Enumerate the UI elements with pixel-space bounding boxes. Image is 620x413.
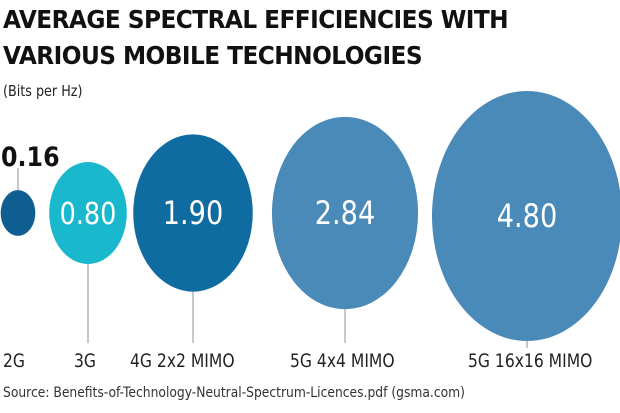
category-label-5g-16x16-mimo: 5G 16x16 MIMO — [468, 351, 592, 373]
bubble-3g — [49, 161, 127, 265]
category-label-3g: 3G — [74, 351, 96, 373]
bubble-5g-16x16-mimo — [432, 91, 620, 341]
bubble-2g — [0, 190, 36, 236]
value-label-5g-4x4-mimo: 2.84 — [315, 195, 376, 233]
bubble-5g-4x4-mimo — [271, 116, 419, 310]
value-label-2g: 0.16 — [1, 141, 60, 173]
title-line-1: AVERAGE SPECTRAL EFFICIENCIES WITH — [3, 5, 509, 34]
value-label-4g-2x2-mimo: 1.90 — [163, 195, 224, 233]
category-label-5g-4x4-mimo: 5G 4x4 MIMO — [290, 351, 395, 373]
chart-title: AVERAGE SPECTRAL EFFICIENCIES WITH VARIO… — [3, 2, 509, 74]
bubble-4g-2x2-mimo — [133, 134, 253, 292]
title-line-2: VARIOUS MOBILE TECHNOLOGIES — [3, 41, 423, 70]
source-note: Source: Benefits-of-Technology-Neutral-S… — [3, 385, 465, 401]
unit-label: (Bits per Hz) — [3, 82, 83, 100]
category-label-4g-2x2-mimo: 4G 2x2 MIMO — [130, 351, 235, 373]
category-label-2g: 2G — [3, 351, 25, 373]
value-label-5g-16x16-mimo: 4.80 — [497, 198, 558, 236]
value-label-3g: 0.80 — [60, 196, 117, 232]
